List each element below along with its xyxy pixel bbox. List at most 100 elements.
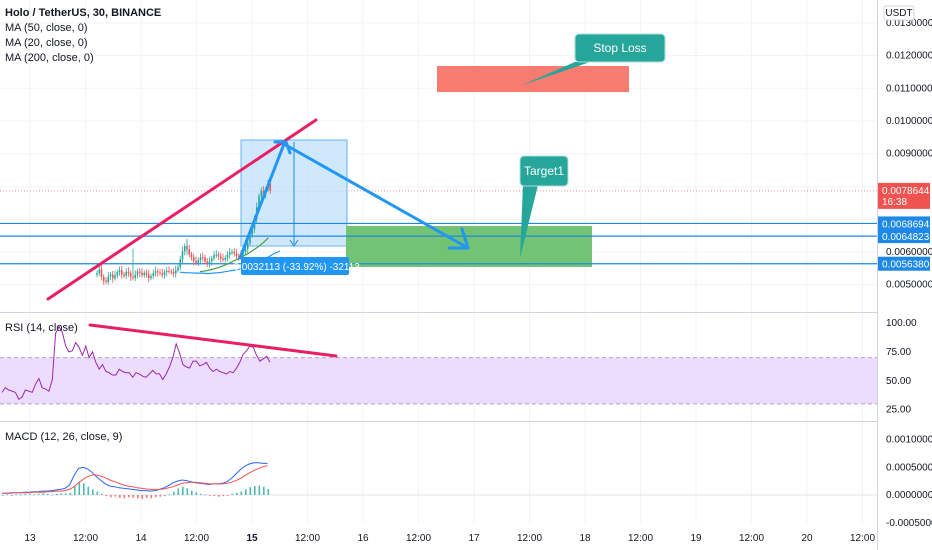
candle-body [210, 258, 213, 262]
rsi-tick-label: 50.00 [886, 376, 911, 387]
candle-body [105, 280, 107, 282]
macd-histogram-bar [92, 489, 94, 495]
candle-body [262, 190, 265, 195]
price-tick-label: 0.0100000 [886, 116, 932, 127]
macd-histogram-bar [177, 488, 180, 495]
time-tick-label: 12:00 [184, 533, 209, 544]
candle-body [127, 271, 130, 274]
macd-histogram-bar [123, 495, 126, 499]
current-price-tag [878, 182, 930, 209]
candle-body [206, 261, 209, 264]
trend-line [46, 118, 318, 301]
price-tick-label: 0.0090000 [886, 149, 932, 160]
candle-body [249, 234, 251, 244]
macd-histogram-bar [222, 495, 225, 497]
macd-histogram-bar [218, 495, 220, 497]
candle-body [197, 260, 200, 264]
macd-histogram-bar [15, 494, 18, 496]
time-tick-label: 12:00 [850, 533, 875, 544]
level-tag-1 [878, 216, 930, 231]
target-label: Target1 [524, 164, 564, 178]
grid-lines [0, 0, 877, 523]
target-callout-pointer [520, 185, 538, 258]
macd-histogram-bar [96, 491, 99, 495]
macd-histogram-bar [245, 489, 247, 495]
candle-body [107, 276, 110, 282]
candle-body [150, 276, 152, 279]
macd-histogram-bar [137, 495, 139, 499]
level-tag-value: 0.0056380 [882, 260, 930, 271]
candle-body [177, 267, 179, 271]
candle-body [141, 272, 143, 276]
time-tick-label: 12:00 [295, 533, 320, 544]
macd-histogram-bar [29, 493, 31, 495]
macd-histogram-bar [69, 492, 72, 495]
candle-body [219, 256, 222, 259]
stop-loss-callout [574, 33, 666, 63]
time-tick-label: 20 [801, 533, 813, 544]
price-axis[interactable]: 0.0130000 0.0120000 0.0110000 0.0100000 0.00… [883, 5, 932, 529]
rsi-divergence-line [88, 323, 338, 358]
price-tick-label: 0.0130000 [886, 18, 932, 29]
candle-body [222, 258, 224, 260]
time-tick-label: 12:00 [739, 533, 764, 544]
candle-body [134, 274, 137, 279]
candle-body [161, 273, 164, 276]
candle-body [204, 257, 206, 262]
symbol-title[interactable]: Holo / TetherUS, 30, BINANCE [5, 7, 162, 19]
pane-divider-macd [0, 421, 878, 422]
macd-histogram-bar [65, 493, 67, 495]
macd-title[interactable]: MACD (12, 26, close, 9) [5, 431, 123, 443]
price-tick-label: 0.0120000 [886, 51, 932, 62]
candle-body [152, 273, 155, 277]
candle-body [102, 276, 105, 281]
measure-label: -0.0032113 (-33.92%) -32113 [230, 262, 360, 273]
candle-body [132, 276, 134, 279]
ma-200-legend[interactable]: MA (200, close, 0) [5, 52, 94, 64]
macd-histogram-bar [56, 493, 58, 495]
candle-body [233, 251, 236, 254]
candle-body [125, 271, 128, 276]
macd-histogram-bar [155, 495, 157, 498]
time-tick-label: 12:00 [406, 533, 431, 544]
time-axis[interactable]: 13 12:00 14 12:00 15 12:00 16 12:00 17 12:00 18 12:… [24, 533, 875, 544]
ma-20-legend[interactable]: MA (20, close, 0) [5, 37, 88, 49]
candle-body [96, 273, 98, 275]
macd-histogram-bar [267, 488, 270, 495]
currency-box [883, 5, 915, 21]
macd-histogram-bar [150, 495, 153, 499]
candle-body [260, 190, 263, 197]
macd-histogram-bar [78, 481, 81, 495]
macd-histogram-bar [24, 493, 27, 495]
macd-histogram-bar [227, 495, 229, 496]
macd-histogram-bar [240, 491, 243, 495]
candle-body [179, 259, 182, 268]
macd-histogram-bar [258, 485, 261, 495]
macd-histogram-bar [42, 493, 45, 495]
rsi-band [0, 357, 877, 404]
level-tag-2 [878, 229, 930, 244]
candle-body [109, 274, 112, 277]
current-price-value: 0.0078644 [882, 186, 930, 197]
currency-label: USDT [885, 8, 912, 19]
candle-body [269, 183, 272, 192]
macd-histogram-bar [141, 495, 144, 499]
macd-histogram-bar [33, 494, 36, 496]
candle-body [217, 254, 220, 257]
candle-body [100, 269, 103, 277]
candle-body [192, 257, 195, 262]
candle-body [111, 274, 114, 279]
rsi-title[interactable]: RSI (14, close) [5, 322, 78, 334]
macd-histogram-bar [6, 494, 9, 496]
macd-histogram-bar [249, 487, 252, 495]
pane-divider-rsi [0, 312, 878, 313]
projection-arrow-down [282, 142, 470, 250]
candle-body [213, 255, 215, 259]
ma-50-legend[interactable]: MA (50, close, 0) [5, 22, 88, 34]
macd-histogram-bar [186, 488, 189, 495]
macd-histogram-bar [105, 495, 108, 497]
time-tick-label: 18 [579, 533, 591, 544]
candle-body [201, 257, 204, 259]
